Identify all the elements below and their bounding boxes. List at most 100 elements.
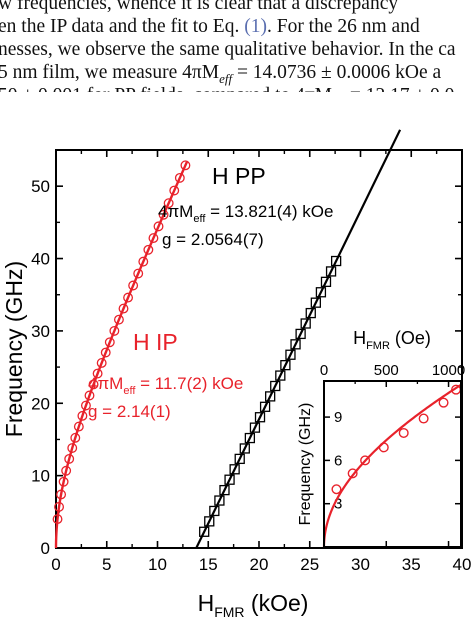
pp-data-point (275, 370, 286, 381)
y-tick-label: 10 (31, 467, 50, 486)
pp-fit-g-annotation: g = 2.0564(7) (162, 230, 264, 249)
ip-data-point (174, 172, 185, 183)
inset-x-axis-title-sub: FMR (366, 340, 390, 352)
pp-data-point (315, 287, 327, 298)
ip-data-point (148, 233, 159, 244)
ip-data-point (180, 160, 191, 171)
x-axis-title-main: H (198, 590, 215, 616)
ip-data-point (61, 465, 72, 476)
ip-data-point (118, 303, 129, 314)
ip-data-point (123, 292, 134, 303)
ip-fit-annotation-main: 4πM (88, 374, 123, 393)
x-axis-title-sub: FMR (214, 604, 244, 617)
pp-fit-annotation-main: 4πM (158, 202, 193, 221)
inset-data-point (360, 455, 371, 466)
y-axis-title: Frequency (GHz) (1, 261, 27, 437)
ip-fit-annotation-rest: = 11.7(2) kOe (135, 374, 243, 393)
ip-fit-g-annotation: g = 2.14(1) (88, 402, 171, 421)
ip-series-label: H IP (133, 329, 178, 355)
pp-data-point (295, 328, 306, 340)
inset-frame (323, 380, 462, 548)
ip-fit-g-annotation-main: g = 2.14(1) (88, 402, 171, 421)
pp-data-point (330, 255, 342, 267)
pp-data-point (265, 391, 276, 402)
inset-chart: 0 500 1000 3 6 9 HFMR (Oe) Frequency (GHz) (297, 328, 465, 548)
ip-data-point (96, 357, 107, 368)
pp-data-point (219, 484, 230, 496)
ip-data-point (163, 198, 174, 209)
x-tick-label: 25 (300, 555, 319, 574)
pp-data-point (325, 266, 337, 277)
ip-data-point (80, 400, 91, 411)
ip-data-point (84, 390, 95, 401)
inset-fit-layer (322, 383, 462, 548)
ip-data-point (100, 347, 111, 358)
inset-x-axis-title-main: H (353, 328, 366, 348)
x-tick-label: 20 (250, 555, 269, 574)
x-tick-label: 10 (148, 555, 167, 574)
inset-y-tick-label: 6 (334, 452, 342, 469)
inset-x-axis-title-rest: (Oe) (390, 328, 431, 348)
text-run: 50 ± 0.001 for PP fields, compared to 4π… (0, 85, 332, 92)
inset-x-tick-label: 1000 (432, 362, 465, 379)
ip-data-point (169, 185, 180, 196)
ip-data-point (138, 256, 149, 267)
ip-data-point (88, 379, 99, 390)
pp-fit-annotation: 4πMeff = 13.821(4) kOe (158, 202, 333, 225)
text-run: nesses, we observe the same qualitative … (0, 39, 456, 60)
pp-data-point (300, 318, 311, 329)
equation-ref-link[interactable]: (1) (244, 16, 267, 37)
pp-data-point (270, 380, 281, 392)
x-tick-label: 40 (453, 555, 472, 574)
ip-data-point (56, 489, 67, 500)
ip-data-point (64, 453, 75, 464)
pp-data-point (239, 443, 250, 454)
pp-data-point (285, 349, 296, 360)
pp-data-point (290, 339, 301, 350)
ip-data-point (73, 421, 84, 432)
pp-data-point (234, 453, 245, 465)
pp-data-point (204, 516, 215, 527)
text-run: = 14.0736 ± 0.0006 kOe a (232, 62, 442, 83)
ip-data-point (92, 368, 103, 379)
text-line: 5 nm film, we measure 4πMeff = 14.0736 ±… (0, 61, 441, 90)
inset-axis-ticks: 0 500 1000 3 6 9 (320, 362, 465, 547)
pp-data-point (209, 505, 220, 517)
inset-data-point (398, 427, 409, 438)
inset-data-points (331, 384, 462, 495)
pp-fit-annotation-rest: = 13.821(4) kOe (205, 202, 333, 221)
ip-fit-annotation-sub: eff (123, 385, 136, 397)
ip-data-point (77, 410, 88, 421)
pp-data-point (224, 474, 235, 485)
text-line: w frequencies, whence it is clear that a… (0, 0, 398, 16)
ip-fit-annotation: 4πMeff = 11.7(2) kOe (88, 374, 243, 397)
inset-data-point (418, 413, 429, 424)
ip-data-point (67, 443, 78, 453)
y-tick-label: 40 (31, 250, 50, 269)
pp-fit-annotation-sub: eff (193, 213, 206, 225)
ip-data-point (109, 325, 120, 336)
inset-x-axis-title: HFMR (Oe) (353, 328, 431, 352)
ip-data-point (70, 432, 81, 443)
ip-data-point (54, 501, 64, 512)
inset-data-point (438, 397, 449, 408)
pp-data-point (280, 360, 291, 371)
text-run: en the IP data and the fit to Eq. (0, 16, 245, 37)
pp-data-point (259, 401, 271, 412)
ip-data-point (58, 476, 69, 487)
pp-data-point (214, 495, 225, 506)
inset-y-axis-title: Frequency (GHz) (297, 403, 314, 526)
y-tick-label: 20 (31, 394, 50, 413)
text-line: 50 ± 0.001 for PP fields, compared to 4π… (0, 84, 454, 92)
pp-data-point (305, 307, 316, 319)
text-run: . For the 26 nm and (266, 16, 420, 37)
x-tick-label: 0 (51, 555, 60, 574)
pp-series-label: H PP (212, 163, 266, 189)
pp-data-point (244, 432, 256, 444)
ip-data-point (143, 244, 154, 255)
x-axis-title-rest: (kOe) (245, 590, 309, 616)
text-line: en the IP data and the fit to Eq. (1). F… (0, 15, 420, 39)
